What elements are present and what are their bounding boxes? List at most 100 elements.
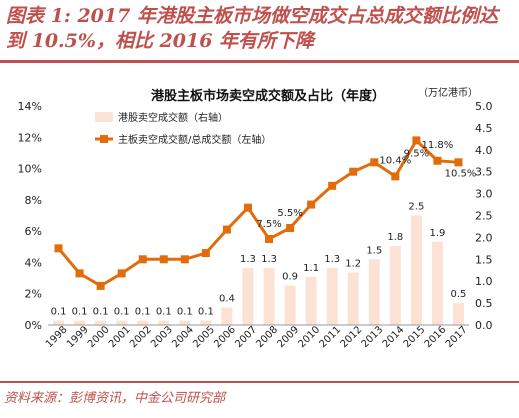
ratio-marker-2017: [454, 158, 463, 167]
bar-label-2014: 1.8: [387, 232, 403, 243]
left-tick-8%: 8%: [25, 194, 42, 207]
bar-2012: [347, 272, 359, 325]
bar-2006: [221, 307, 233, 325]
bar-2010: [305, 276, 317, 325]
legend-label-line: 主板卖空成交额/总成交额（左轴）: [118, 133, 271, 146]
left-tick-6%: 6%: [25, 225, 42, 238]
right-axis-unit: （万亿港币）: [418, 86, 478, 99]
right-tick-5.0: 5.0: [475, 100, 493, 113]
bar-2013: [368, 259, 380, 325]
ratio-marker-2007: [243, 203, 252, 212]
x-tick-2017: 2017: [444, 324, 470, 350]
ratio-marker-2005: [201, 249, 210, 258]
bar-label-1998: 0.1: [51, 307, 67, 318]
right-tick-1.0: 1.0: [475, 275, 493, 288]
figure-caption: 图表 1: 2017 年港股主板市场做空成交占总成交额比例达到 10.5%，相比…: [6, 5, 498, 52]
bar-2002: [137, 320, 149, 325]
right-tick-0.0: 0.0: [475, 319, 493, 332]
bar-label-1999: 0.1: [72, 307, 88, 318]
x-tick-2015: 2015: [402, 324, 428, 350]
x-tick-2013: 2013: [360, 324, 386, 350]
ratio-marker-2009: [286, 224, 295, 233]
bar-1998: [53, 320, 64, 325]
line-label-2014: 10.4%: [379, 155, 411, 166]
bar-label-2003: 0.1: [156, 307, 172, 318]
ratio-marker-2008: [265, 234, 274, 243]
line-label-2017: 10.5%: [445, 168, 477, 179]
x-tick-2014: 2014: [381, 324, 407, 350]
legend-swatch-bar: [95, 112, 113, 122]
ratio-marker-2012: [349, 167, 358, 176]
x-tick-2005: 2005: [191, 324, 217, 350]
bar-2001: [116, 320, 128, 325]
bar-1999: [74, 320, 86, 325]
caption-rule: [0, 60, 519, 63]
x-tick-2006: 2006: [212, 324, 238, 350]
legend-label-bar: 港股卖空成交额（右轴）: [118, 111, 228, 124]
line-label-2016: 11.8%: [422, 140, 454, 151]
x-tick-1999: 1999: [65, 324, 91, 350]
x-tick-1998: 1998: [44, 324, 70, 350]
bar-label-2012: 1.2: [345, 258, 361, 269]
ratio-marker-2002: [138, 255, 147, 264]
x-tick-2003: 2003: [149, 324, 175, 350]
x-tick-2004: 2004: [170, 324, 196, 350]
legend: 港股卖空成交额（右轴） 主板卖空成交额/总成交额（左轴）: [95, 111, 271, 146]
bar-label-2017: 0.5: [451, 289, 467, 300]
bar-2009: [284, 285, 296, 325]
bar-label-2002: 0.1: [135, 307, 151, 318]
left-tick-0%: 0%: [25, 319, 42, 332]
bar-label-2001: 0.1: [114, 307, 130, 318]
ratio-marker-2010: [307, 200, 316, 209]
bar-label-2011: 1.3: [324, 254, 340, 265]
left-tick-10%: 10%: [18, 163, 42, 176]
ratio-marker-2003: [159, 255, 168, 264]
x-tick-2001: 2001: [107, 324, 133, 350]
right-tick-2.5: 2.5: [475, 210, 493, 223]
ratio-marker-2011: [328, 181, 337, 190]
ratio-marker-1998: [54, 244, 63, 253]
source-note: 资料来源：彭博资讯，中金公司研究部: [4, 391, 226, 406]
ratio-marker-2013: [370, 158, 379, 167]
bar-2014: [389, 246, 401, 325]
bar-2003: [158, 320, 170, 325]
bar-2007: [242, 268, 254, 325]
bar-2015: [410, 215, 422, 325]
left-tick-12%: 12%: [18, 131, 42, 144]
bar-label-2013: 1.5: [366, 245, 382, 256]
right-tick-1.5: 1.5: [475, 253, 493, 266]
bar-label-2008: 1.3: [261, 254, 277, 265]
bar-label-2006: 0.4: [219, 293, 235, 304]
bar-2016: [431, 241, 443, 325]
bar-label-2009: 0.9: [282, 272, 298, 283]
source-rule: [0, 381, 519, 383]
line-label-2009: 5.5%: [277, 208, 302, 219]
x-tick-2007: 2007: [233, 324, 259, 350]
right-tick-3.5: 3.5: [475, 166, 493, 179]
ratio-marker-2000: [96, 281, 105, 290]
ratio-marker-2016: [433, 156, 442, 165]
bar-2004: [179, 320, 191, 325]
ratio-marker-2015: [412, 136, 421, 145]
left-tick-2%: 2%: [25, 288, 42, 301]
bar-2017: [453, 303, 464, 325]
x-tick-2008: 2008: [254, 324, 280, 350]
x-tick-2002: 2002: [128, 324, 154, 350]
bar-2008: [263, 268, 275, 325]
ratio-marker-2006: [222, 225, 231, 234]
right-tick-3.0: 3.0: [475, 188, 493, 201]
bar-label-2010: 1.1: [303, 263, 319, 274]
x-tick-2000: 2000: [86, 324, 112, 350]
right-tick-4.0: 4.0: [475, 144, 493, 157]
ratio-marker-2004: [180, 255, 189, 264]
left-tick-14%: 14%: [18, 100, 42, 113]
right-tick-0.5: 0.5: [475, 297, 493, 310]
bar-2005: [200, 320, 212, 325]
line-label-2015: 9.5%: [404, 148, 429, 159]
bar-label-2000: 0.1: [93, 307, 109, 318]
left-tick-4%: 4%: [25, 256, 42, 269]
bar-label-2007: 1.3: [240, 254, 256, 265]
bar-label-2005: 0.1: [198, 307, 214, 318]
